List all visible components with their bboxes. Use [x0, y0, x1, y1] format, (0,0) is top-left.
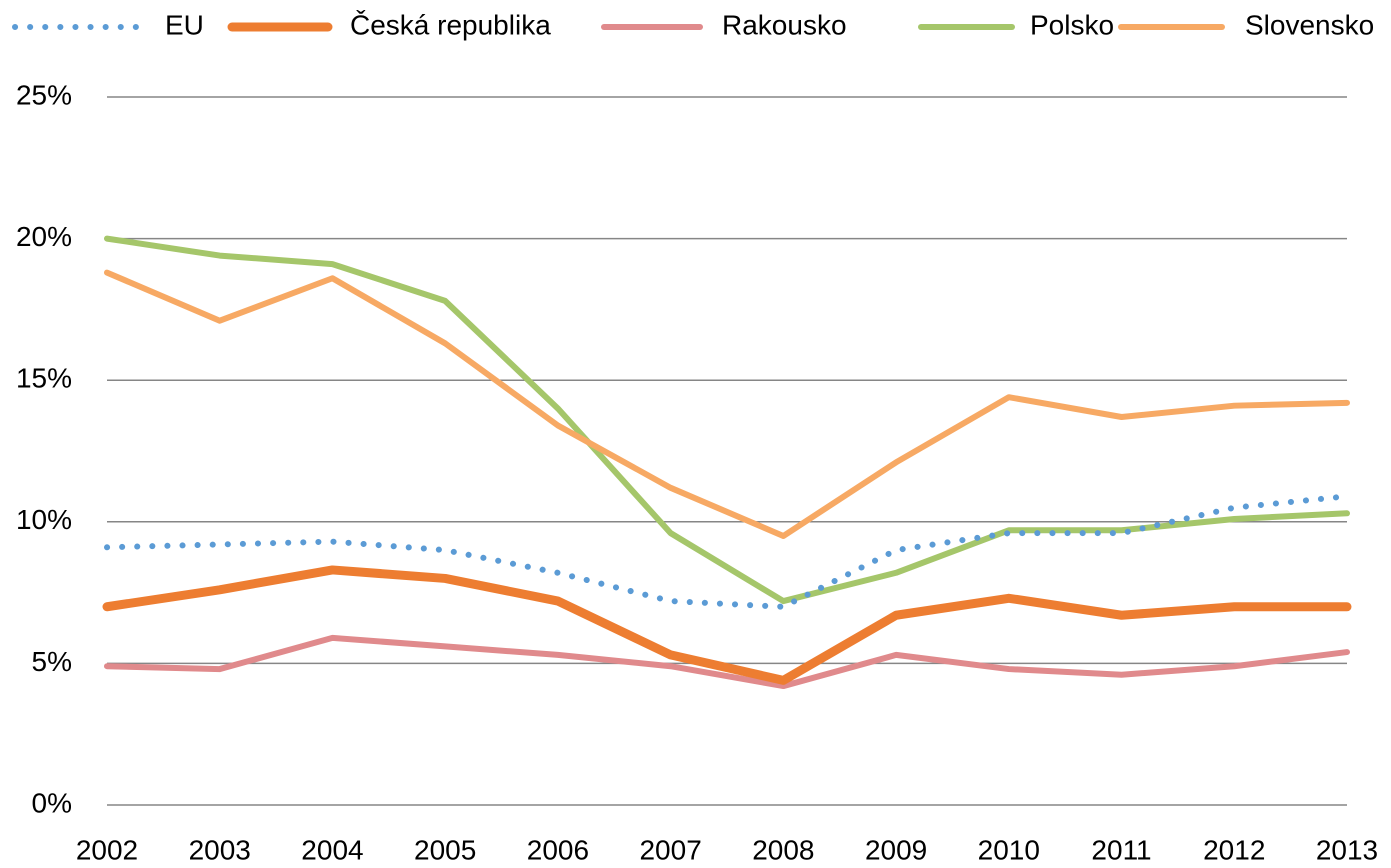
series-line	[104, 493, 1350, 610]
legend-label: Česká republika	[350, 9, 551, 40]
series-line	[104, 634, 1350, 690]
x-tick-label: 2011	[1091, 834, 1151, 865]
x-tick-label: 2005	[414, 834, 476, 865]
y-tick-label: 20%	[16, 221, 72, 252]
x-tick-label: 2004	[301, 834, 363, 865]
x-tick-label: 2012	[1203, 834, 1265, 865]
x-tick-label: 2006	[527, 834, 589, 865]
x-tick-label: 2008	[752, 834, 814, 865]
series-line	[102, 565, 1352, 685]
y-tick-label: 10%	[16, 504, 72, 535]
legend-label: Polsko	[1030, 9, 1114, 40]
y-tick-label: 5%	[32, 646, 72, 677]
x-tick-label: 2013	[1316, 834, 1378, 865]
legend-label: Rakousko	[722, 9, 847, 40]
x-tick-label: 2003	[189, 834, 251, 865]
x-tick-label: 2009	[865, 834, 927, 865]
x-tick-label: 2002	[76, 834, 138, 865]
legend-label: EU	[165, 9, 204, 40]
x-tick-label: 2007	[639, 834, 701, 865]
y-tick-label: 25%	[16, 79, 72, 110]
series-line	[104, 269, 1350, 539]
y-tick-label: 15%	[16, 363, 72, 394]
y-tick-label: 0%	[32, 787, 72, 818]
legend-label: Slovensko	[1245, 9, 1374, 40]
x-tick-label: 2010	[978, 834, 1040, 865]
